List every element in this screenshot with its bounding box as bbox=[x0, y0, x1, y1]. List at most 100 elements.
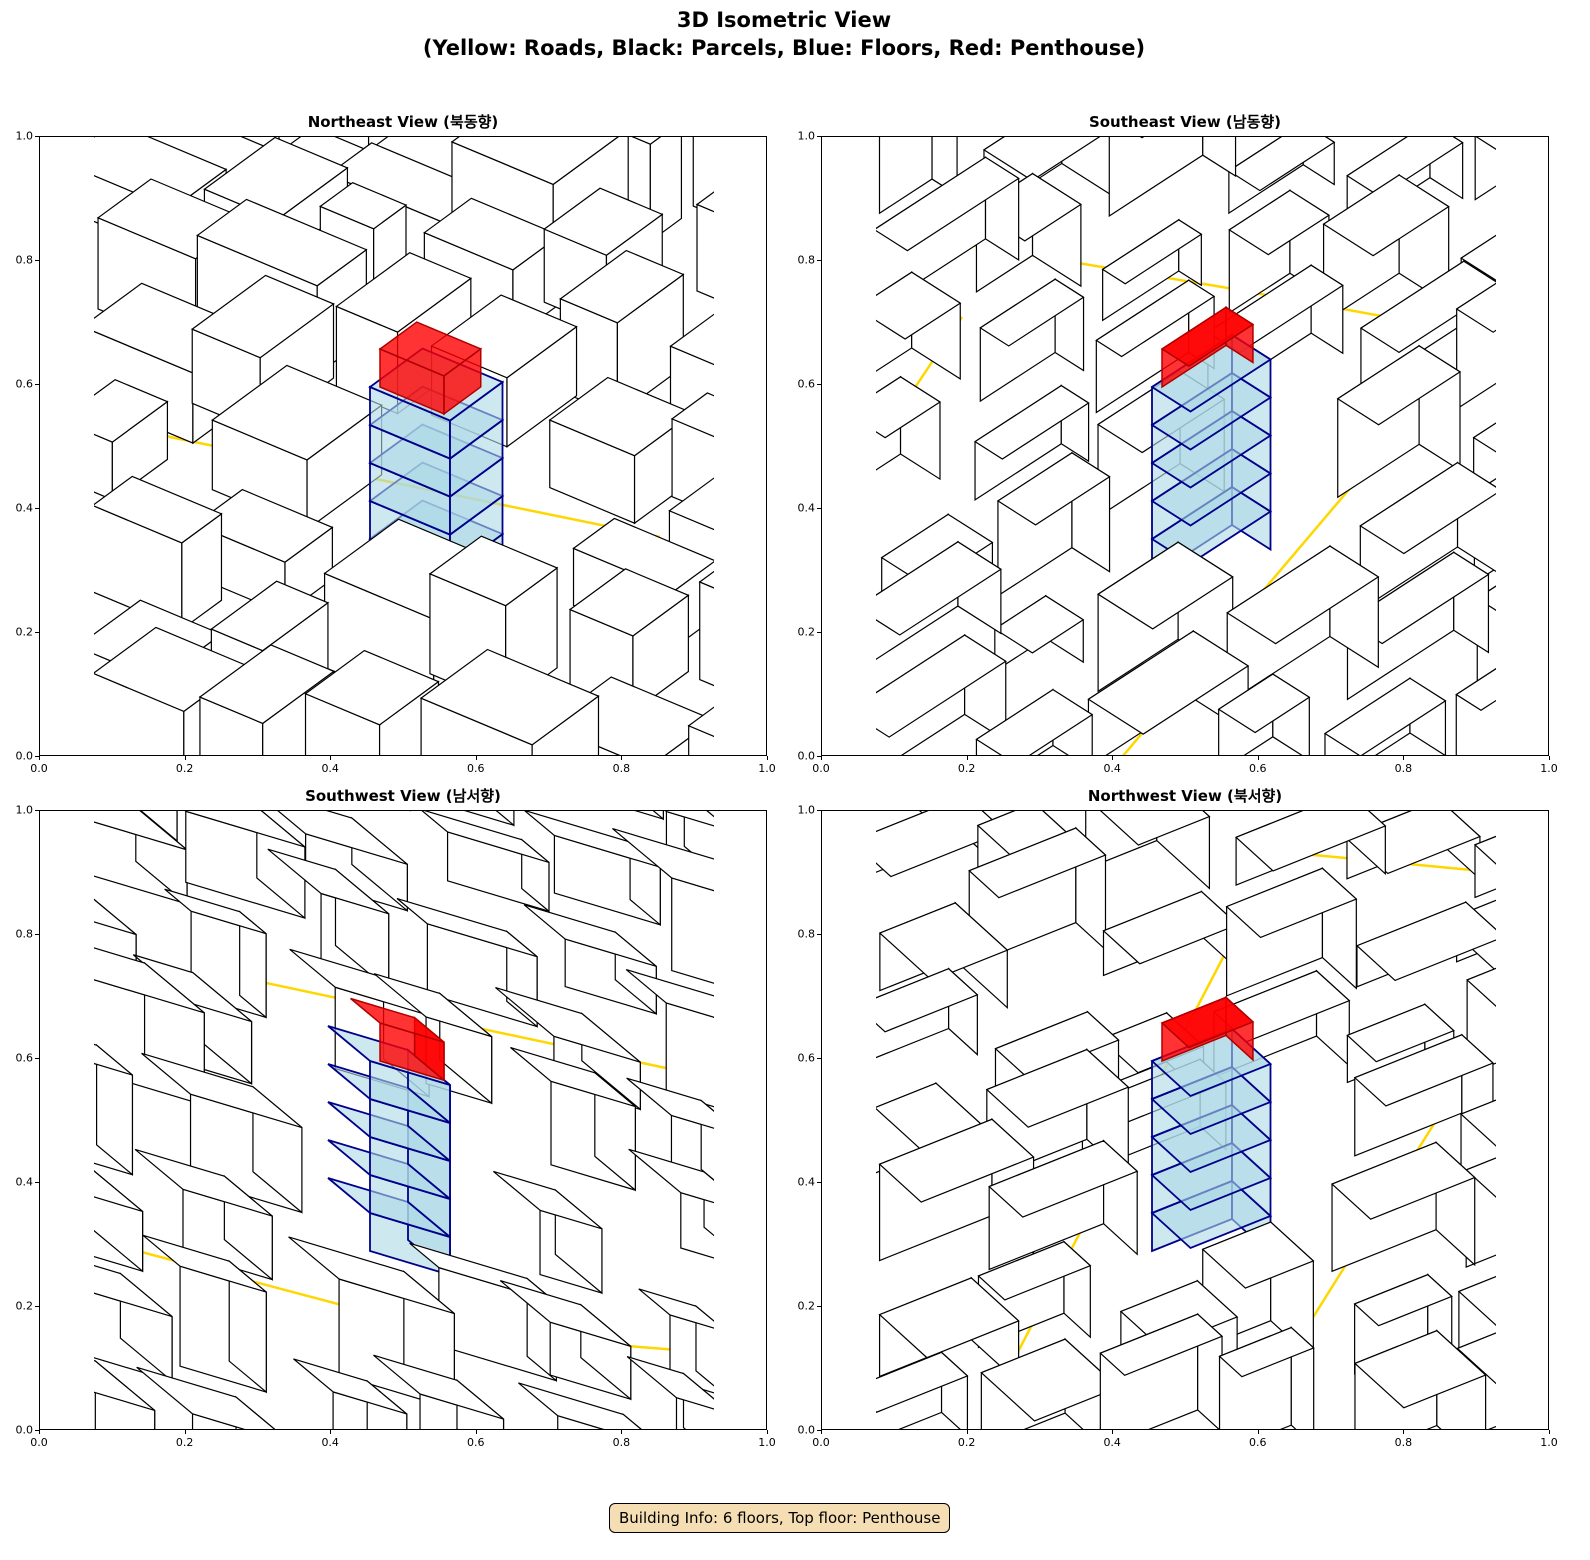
parcel-building bbox=[993, 595, 1085, 654]
y-tick-mark bbox=[35, 810, 39, 811]
x-tick-label: 0.8 bbox=[1394, 1436, 1413, 1449]
parcel-building bbox=[1346, 1003, 1455, 1063]
parcel-building bbox=[334, 137, 370, 152]
y-tick-label: 0.8 bbox=[797, 253, 816, 267]
parcel-building bbox=[876, 1351, 969, 1413]
parcel-building bbox=[756, 568, 767, 703]
parcel-building bbox=[1353, 1273, 1453, 1327]
y-tick-mark bbox=[35, 384, 39, 385]
x-tick-label: 0.8 bbox=[1394, 762, 1413, 775]
parcel-building bbox=[973, 384, 1090, 460]
y-tick-mark bbox=[35, 1182, 39, 1183]
parcel-building bbox=[876, 156, 1020, 252]
parcel-building bbox=[1087, 630, 1250, 735]
parcel-building bbox=[1330, 1141, 1476, 1220]
parcel-building bbox=[1353, 1034, 1495, 1107]
y-tick-label: 0.4 bbox=[797, 1175, 816, 1189]
parcel-building bbox=[698, 570, 714, 589]
y-tick-mark bbox=[35, 934, 39, 935]
x-tick-mark bbox=[1403, 1430, 1405, 1434]
y-tick-label: 1.0 bbox=[15, 803, 34, 817]
parcel-building bbox=[335, 252, 473, 333]
parcel-building bbox=[744, 327, 767, 444]
parcel-building bbox=[94, 1359, 156, 1412]
parcel-building bbox=[687, 706, 714, 738]
parcel-building bbox=[1353, 1329, 1487, 1409]
parcel-building bbox=[876, 271, 962, 340]
parcel-building bbox=[1466, 967, 1496, 1008]
parcel-building bbox=[878, 137, 933, 215]
y-tick-mark bbox=[817, 1058, 821, 1059]
parcel-building bbox=[193, 488, 334, 563]
y-tick-mark bbox=[817, 1430, 821, 1431]
parcel-building bbox=[142, 1234, 267, 1293]
x-tick-label: 1.0 bbox=[1540, 1436, 1558, 1449]
parcel-building bbox=[638, 1288, 714, 1329]
parcel-building bbox=[1323, 677, 1447, 755]
penthouse-block bbox=[350, 997, 445, 1043]
parcel-building bbox=[450, 137, 619, 186]
parcel-building bbox=[696, 203, 714, 299]
parcel-building bbox=[510, 1046, 636, 1108]
penthouse-block bbox=[1160, 306, 1255, 368]
y-tick-mark bbox=[817, 1182, 821, 1183]
title-line-1: 3D Isometric View bbox=[676, 8, 892, 32]
parcel-building bbox=[1322, 174, 1450, 257]
y-tick-label: 0.0 bbox=[15, 1423, 34, 1437]
y-tick-mark bbox=[817, 1306, 821, 1307]
parcel-building bbox=[94, 898, 137, 936]
y-tick-mark bbox=[817, 632, 821, 633]
penthouse-block bbox=[378, 321, 483, 377]
parcel-building bbox=[1108, 137, 1204, 218]
x-tick-label: 0.4 bbox=[1103, 1436, 1121, 1449]
parcel-building bbox=[1536, 952, 1549, 1093]
x-tick-label: 0.2 bbox=[175, 762, 194, 775]
x-tick-mark bbox=[966, 1430, 968, 1434]
y-tick-label: 0.6 bbox=[15, 1051, 34, 1065]
x-tick-mark bbox=[621, 1430, 623, 1434]
parcel-building bbox=[373, 1354, 504, 1420]
parcel-building bbox=[94, 1043, 133, 1076]
x-tick-mark bbox=[821, 1430, 822, 1434]
x-tick-label: 0.2 bbox=[957, 762, 976, 775]
parcel-building bbox=[94, 475, 223, 544]
parcel-building bbox=[1139, 137, 1145, 139]
parcel-building bbox=[876, 541, 1002, 636]
y-tick-mark bbox=[817, 260, 821, 261]
parcel-building bbox=[626, 1356, 714, 1410]
title-line-2: (Yellow: Roads, Black: Parcels, Blue: Fl… bbox=[422, 36, 1146, 60]
parcel-building bbox=[523, 904, 657, 967]
x-tick-mark bbox=[1257, 756, 1259, 760]
parcel-building bbox=[396, 897, 538, 958]
parcel-building bbox=[612, 828, 714, 892]
parcel-building bbox=[136, 1366, 276, 1429]
parcel-building bbox=[988, 1140, 1139, 1218]
parcel-building bbox=[670, 392, 714, 438]
parcel-building bbox=[996, 452, 1111, 526]
scene-canvas bbox=[94, 137, 767, 755]
parcel-building bbox=[198, 644, 335, 725]
parcel-building bbox=[277, 811, 408, 865]
parcel-building bbox=[979, 278, 1085, 347]
x-tick-label: 0.0 bbox=[30, 762, 48, 775]
parcel-building bbox=[1465, 1157, 1496, 1198]
parcel-building bbox=[191, 274, 335, 359]
parcel-building bbox=[1548, 1312, 1549, 1430]
y-tick-mark bbox=[35, 260, 39, 261]
x-tick-label: 1.0 bbox=[758, 1436, 776, 1449]
parcel-building bbox=[631, 137, 662, 145]
y-tick-label: 0.6 bbox=[797, 1051, 816, 1065]
x-tick-mark bbox=[475, 1430, 477, 1434]
parcel-building bbox=[94, 947, 205, 1014]
parcel-building bbox=[94, 811, 188, 851]
x-tick-label: 0.0 bbox=[812, 762, 830, 775]
y-tick-label: 0.2 bbox=[15, 625, 34, 639]
parcel-building bbox=[737, 1003, 767, 1126]
parcel-building bbox=[1474, 137, 1496, 201]
x-tick-mark bbox=[475, 756, 477, 760]
parcel-building bbox=[1100, 811, 1211, 846]
parcel-building bbox=[626, 1077, 714, 1129]
x-tick-label: 0.8 bbox=[612, 762, 631, 775]
parcel-building bbox=[625, 969, 714, 1018]
panel-title-northeast: Northeast View (북동향) bbox=[307, 113, 499, 131]
